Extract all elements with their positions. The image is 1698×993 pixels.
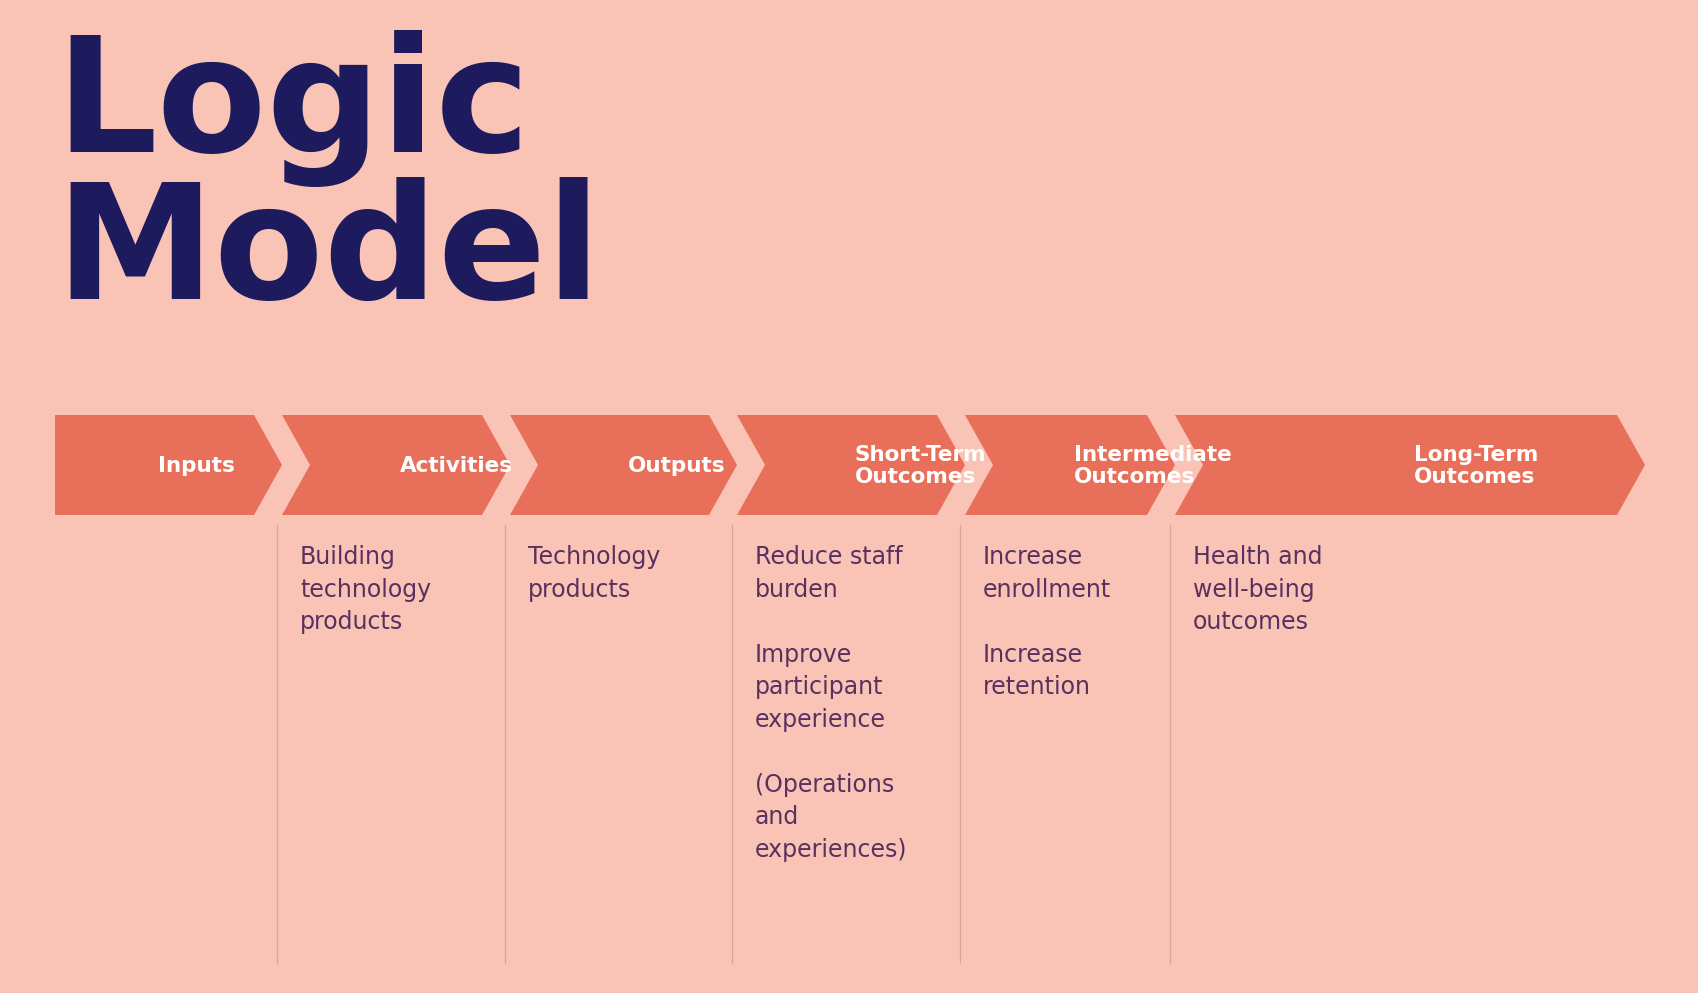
- Polygon shape: [509, 415, 737, 515]
- Text: Reduce staff
burden

Improve
participant
experience

(Operations
and
experiences: Reduce staff burden Improve participant …: [754, 545, 907, 862]
- Polygon shape: [54, 415, 282, 515]
- Polygon shape: [737, 415, 964, 515]
- Text: Intermediate
Outcomes: Intermediate Outcomes: [1073, 445, 1231, 487]
- Text: Health and
well-being
outcomes: Health and well-being outcomes: [1192, 545, 1321, 635]
- Text: Technology
products: Technology products: [528, 545, 661, 602]
- Text: Increase
enrollment

Increase
retention: Increase enrollment Increase retention: [983, 545, 1110, 699]
- Text: Logic
Model: Logic Model: [54, 30, 601, 333]
- Text: Outputs: Outputs: [627, 456, 725, 476]
- Polygon shape: [1175, 415, 1644, 515]
- Polygon shape: [282, 415, 509, 515]
- Text: Short-Term
Outcomes: Short-Term Outcomes: [854, 445, 987, 487]
- Text: Building
technology
products: Building technology products: [301, 545, 431, 635]
- Text: Inputs: Inputs: [158, 456, 236, 476]
- Polygon shape: [964, 415, 1175, 515]
- Text: Long-Term
Outcomes: Long-Term Outcomes: [1413, 445, 1537, 487]
- Text: Activities: Activities: [399, 456, 513, 476]
